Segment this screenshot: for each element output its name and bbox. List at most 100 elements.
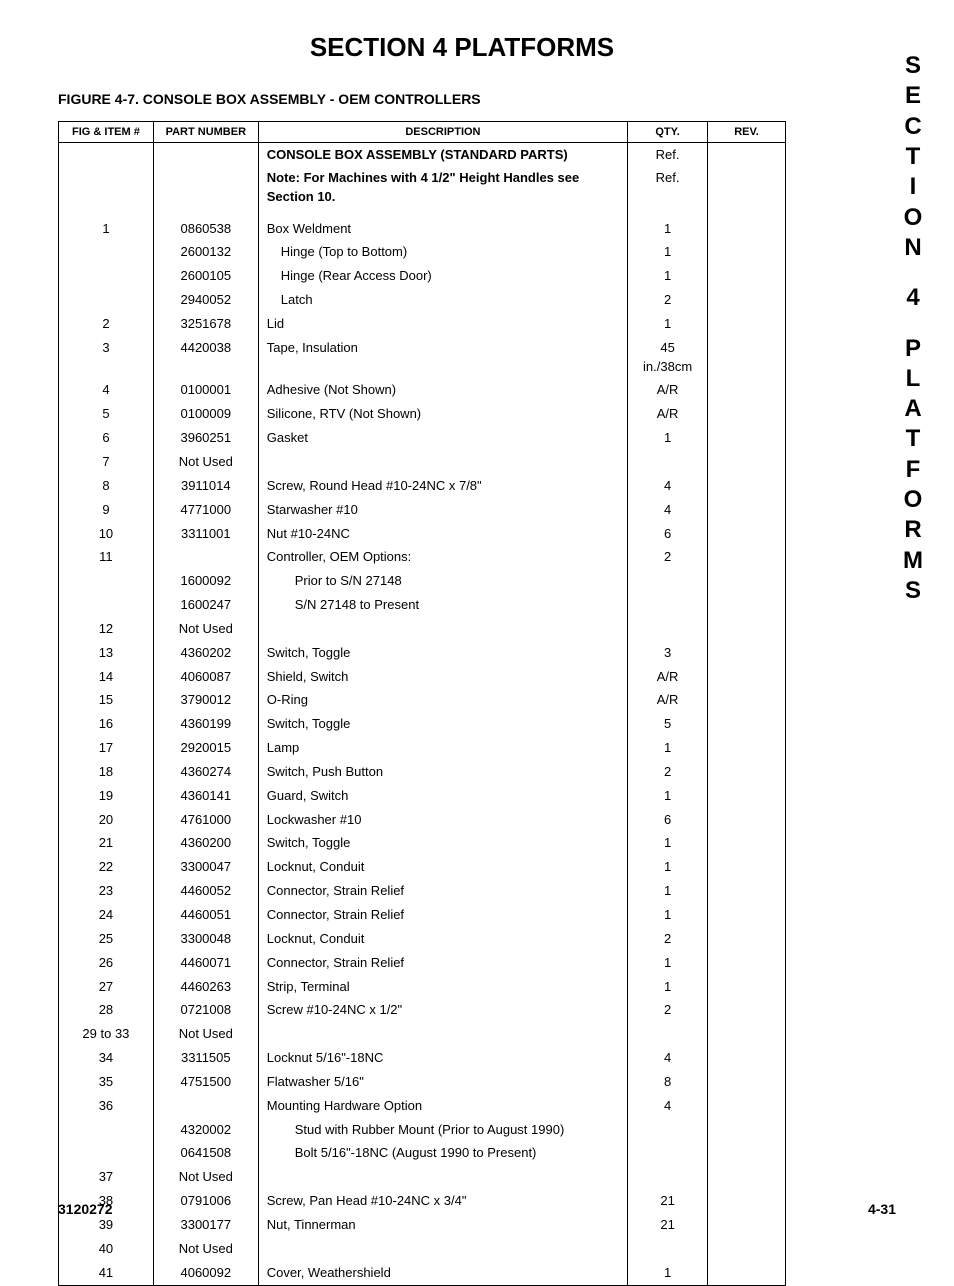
cell-rev xyxy=(708,522,786,546)
cell-fig: 40 xyxy=(59,1237,154,1261)
cell-desc xyxy=(258,617,627,641)
cell-fig xyxy=(59,167,154,217)
cell-qty: 6 xyxy=(628,522,708,546)
table-row: 280721008Screw #10-24NC x 1/2"2 xyxy=(59,999,786,1023)
footer-left: 3120272 xyxy=(58,1201,113,1217)
table-row: 414060092Cover, Weathershield1 xyxy=(59,1261,786,1285)
cell-qty xyxy=(628,570,708,594)
table-row: 83911014Screw, Round Head #10-24NC x 7/8… xyxy=(59,474,786,498)
table-row: 153790012O-RingA/R xyxy=(59,689,786,713)
side-tab-char: A xyxy=(890,395,938,423)
cell-part: 4360274 xyxy=(153,760,258,784)
table-row: 94771000Starwasher #104 xyxy=(59,498,786,522)
table-row: 12Not Used xyxy=(59,617,786,641)
cell-rev xyxy=(708,427,786,451)
cell-rev xyxy=(708,880,786,904)
cell-rev xyxy=(708,1047,786,1071)
cell-part: 4060092 xyxy=(153,1261,258,1285)
cell-fig: 26 xyxy=(59,951,154,975)
cell-desc: Silicone, RTV (Not Shown) xyxy=(258,403,627,427)
cell-qty: 21 xyxy=(628,1213,708,1237)
cell-fig xyxy=(59,1118,154,1142)
cell-desc xyxy=(258,1166,627,1190)
col-header-desc: DESCRIPTION xyxy=(258,122,627,143)
cell-rev xyxy=(708,379,786,403)
cell-rev xyxy=(708,1094,786,1118)
cell-part: 3960251 xyxy=(153,427,258,451)
cell-rev xyxy=(708,689,786,713)
cell-qty: 1 xyxy=(628,975,708,999)
cell-part: 0721008 xyxy=(153,999,258,1023)
cell-rev xyxy=(708,641,786,665)
side-tab-char: C xyxy=(890,113,938,141)
side-tab-char: F xyxy=(890,456,938,484)
cell-part: 4360141 xyxy=(153,784,258,808)
cell-desc: S/N 27148 to Present xyxy=(258,594,627,618)
cell-qty xyxy=(628,1118,708,1142)
table-row: 1600092Prior to S/N 27148 xyxy=(59,570,786,594)
cell-fig: 6 xyxy=(59,427,154,451)
cell-fig: 18 xyxy=(59,760,154,784)
cell-qty: 1 xyxy=(628,880,708,904)
cell-qty: 1 xyxy=(628,832,708,856)
cell-qty: 2 xyxy=(628,289,708,313)
cell-desc: Adhesive (Not Shown) xyxy=(258,379,627,403)
cell-part: 2600132 xyxy=(153,241,258,265)
cell-fig: 17 xyxy=(59,737,154,761)
cell-part: 0100001 xyxy=(153,379,258,403)
cell-fig: 25 xyxy=(59,927,154,951)
cell-desc: Switch, Toggle xyxy=(258,713,627,737)
cell-fig: 8 xyxy=(59,474,154,498)
cell-rev xyxy=(708,617,786,641)
cell-desc: Tape, Insulation xyxy=(258,336,627,379)
parts-table: FIG & ITEM # PART NUMBER DESCRIPTION QTY… xyxy=(58,121,786,1286)
cell-rev xyxy=(708,474,786,498)
cell-rev xyxy=(708,975,786,999)
cell-qty: 2 xyxy=(628,999,708,1023)
cell-part: Not Used xyxy=(153,1023,258,1047)
cell-desc: O-Ring xyxy=(258,689,627,713)
cell-desc: Hinge (Rear Access Door) xyxy=(258,265,627,289)
cell-part: 3300047 xyxy=(153,856,258,880)
cell-part: 4420038 xyxy=(153,336,258,379)
cell-desc: Locknut 5/16"-18NC xyxy=(258,1047,627,1071)
cell-desc: Cover, Weathershield xyxy=(258,1261,627,1285)
cell-desc: Note: For Machines with 4 1/2" Height Ha… xyxy=(258,167,627,217)
cell-qty xyxy=(628,1166,708,1190)
side-tab-char: E xyxy=(890,82,938,110)
table-row: 11Controller, OEM Options:2 xyxy=(59,546,786,570)
cell-desc: Switch, Toggle xyxy=(258,832,627,856)
cell-fig: 15 xyxy=(59,689,154,713)
cell-desc: CONSOLE BOX ASSEMBLY (STANDARD PARTS) xyxy=(258,143,627,167)
cell-rev xyxy=(708,570,786,594)
table-row: 264460071Connector, Strain Relief1 xyxy=(59,951,786,975)
cell-qty: 1 xyxy=(628,856,708,880)
cell-rev xyxy=(708,808,786,832)
cell-desc: Starwasher #10 xyxy=(258,498,627,522)
cell-part: Not Used xyxy=(153,1237,258,1261)
table-row: 144060087Shield, SwitchA/R xyxy=(59,665,786,689)
cell-qty: 3 xyxy=(628,641,708,665)
cell-rev xyxy=(708,546,786,570)
cell-part: Not Used xyxy=(153,1166,258,1190)
cell-rev xyxy=(708,498,786,522)
cell-rev xyxy=(708,665,786,689)
table-row: 393300177Nut, Tinnerman21 xyxy=(59,1213,786,1237)
cell-fig xyxy=(59,570,154,594)
cell-rev xyxy=(708,1213,786,1237)
cell-qty: 2 xyxy=(628,927,708,951)
cell-desc xyxy=(258,1023,627,1047)
cell-part: 3790012 xyxy=(153,689,258,713)
table-row: 134360202Switch, Toggle3 xyxy=(59,641,786,665)
cell-rev xyxy=(708,312,786,336)
cell-fig: 39 xyxy=(59,1213,154,1237)
side-tab: SECTION4PLATFORMS xyxy=(890,52,938,607)
cell-qty xyxy=(628,1237,708,1261)
cell-rev xyxy=(708,784,786,808)
cell-desc: Screw, Round Head #10-24NC x 7/8" xyxy=(258,474,627,498)
cell-rev xyxy=(708,1023,786,1047)
cell-rev xyxy=(708,1166,786,1190)
cell-rev xyxy=(708,403,786,427)
cell-part: 4360200 xyxy=(153,832,258,856)
side-tab-char: T xyxy=(890,425,938,453)
